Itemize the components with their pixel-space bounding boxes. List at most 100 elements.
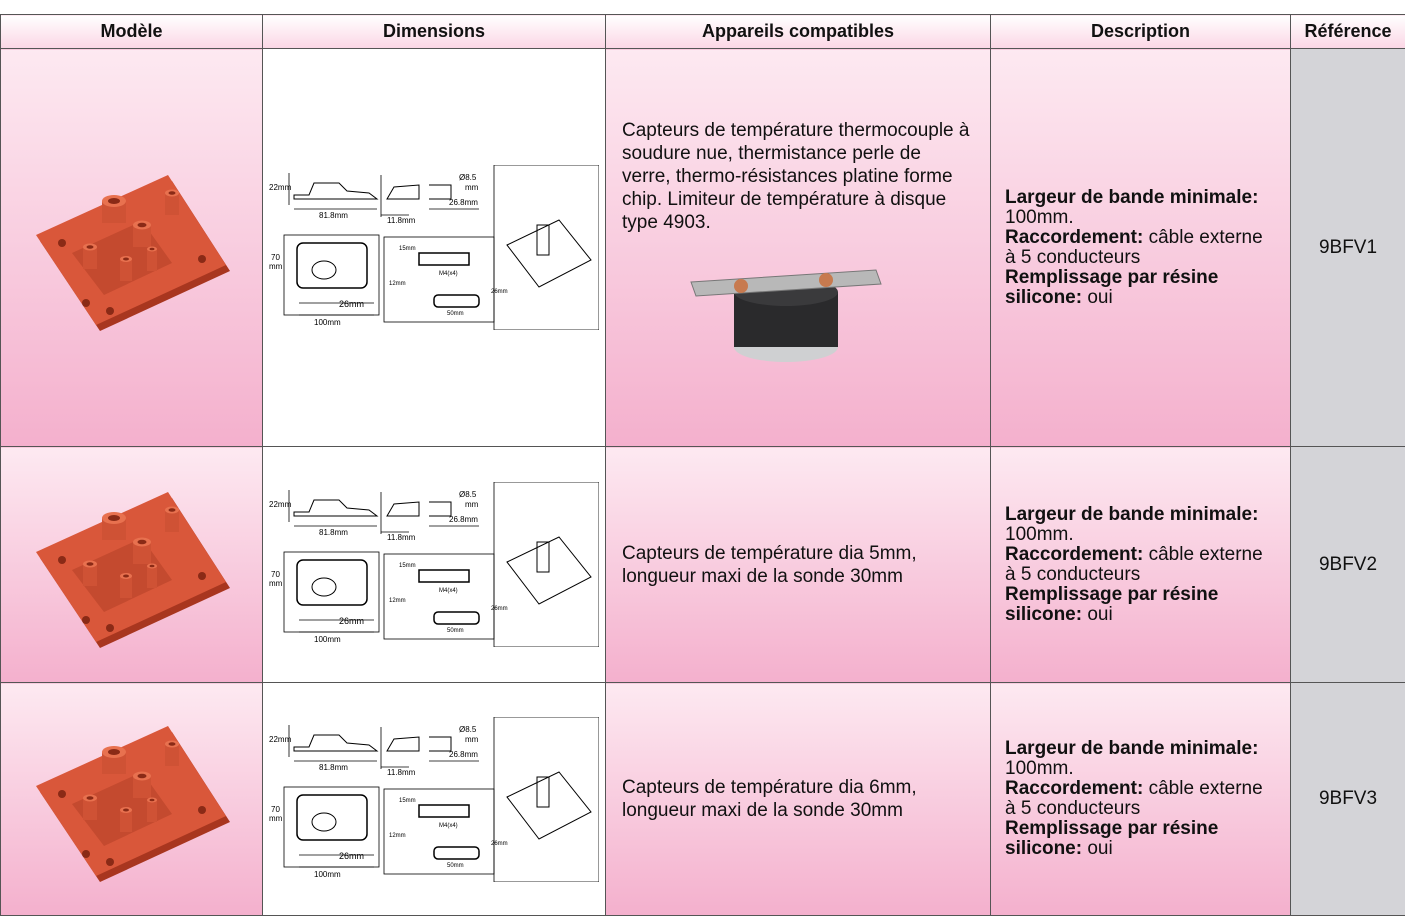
drawing-label: 12mm: [389, 833, 406, 839]
plate-post: [147, 566, 157, 588]
description-text: Largeur de bande minimale: 100mm.Raccord…: [991, 505, 1290, 625]
drawing-label: 11.8mm: [387, 533, 416, 542]
drawing-label: Ø8.5: [459, 490, 477, 499]
drawing-label: 22mm: [269, 500, 292, 509]
drawing-label: 70: [271, 570, 280, 579]
connector-view: [419, 570, 469, 582]
plate-post-hole: [149, 564, 154, 567]
description-label: Largeur de bande minimale:: [1005, 738, 1258, 759]
profile2: [387, 502, 451, 516]
description-cell: Largeur de bande minimale: 100mm.Raccord…: [991, 49, 1291, 447]
drawing-label: 26mm: [491, 289, 508, 295]
drawing-label: 81.8mm: [319, 763, 348, 772]
model-cell: [1, 683, 263, 916]
plate-post: [120, 259, 132, 281]
drawing-label: 26mm: [339, 616, 364, 626]
plate-post-hole: [149, 247, 154, 250]
drawing-label: 26.8mm: [449, 515, 478, 524]
drawing-label: 15mm: [399, 563, 416, 569]
drawing-label: 22mm: [269, 183, 292, 192]
bottom-view-hole: [312, 578, 336, 596]
drawing-label: mm: [269, 579, 283, 588]
drawing-label: Ø8.5: [459, 725, 477, 734]
description-value: oui: [1087, 287, 1112, 308]
drawing-label: 11.8mm: [387, 768, 416, 777]
description-value: oui: [1087, 604, 1112, 625]
drawing-label: mm: [269, 814, 283, 823]
connector-view: [419, 253, 469, 265]
description-value: 100mm.: [1005, 207, 1074, 228]
description-value: 100mm.: [1005, 524, 1074, 545]
drawing-label: mm: [269, 262, 283, 271]
reference-cell: 9BFV3: [1291, 683, 1405, 916]
drawing-label: 50mm: [447, 311, 464, 317]
plate-post-hole: [86, 562, 93, 566]
plate-post-hole: [108, 515, 120, 521]
drawing-label: mm: [465, 183, 479, 192]
description-cell: Largeur de bande minimale: 100mm.Raccord…: [991, 683, 1291, 916]
thermostat-rivet: [819, 273, 833, 287]
plate-hole: [58, 239, 66, 247]
description-label: Raccordement:: [1005, 778, 1143, 799]
plate-post-hole: [168, 742, 175, 746]
description-cell: Largeur de bande minimale: 100mm.Raccord…: [991, 447, 1291, 683]
plate-hole: [198, 806, 206, 814]
plate-post-hole: [108, 749, 120, 755]
dimension-drawing: 22mm81.8mmØ8.5mm26.8mm11.8mm70mm26mm100m…: [269, 165, 599, 330]
thermostat-image: [686, 252, 886, 372]
plate-post-hole: [123, 809, 129, 812]
drawing-label: 26mm: [339, 851, 364, 861]
dimension-drawing: 22mm81.8mmØ8.5mm26.8mm11.8mm70mm26mm100m…: [269, 482, 599, 647]
drawing-label: 15mm: [399, 246, 416, 252]
bottom-view: [297, 560, 367, 605]
drawing-label: M4(x4): [439, 271, 458, 277]
description-label: Largeur de bande minimale:: [1005, 187, 1258, 208]
compatible-cell: Capteurs de température dia 5mm, longueu…: [606, 447, 991, 683]
compatible-cell: Capteurs de température dia 6mm, longueu…: [606, 683, 991, 916]
drawing-box: [494, 717, 599, 882]
drawing-label: 12mm: [389, 281, 406, 287]
drawing-box: [494, 165, 599, 330]
description-text: Largeur de bande minimale: 100mm.Raccord…: [991, 739, 1290, 859]
column-header: Référence: [1291, 15, 1405, 49]
compatible-text: Capteurs de température dia 5mm, longueu…: [606, 542, 990, 588]
plate-post-hole: [168, 508, 175, 512]
connector-view2: [434, 612, 479, 624]
bottom-view-hole: [312, 261, 336, 279]
description-label: Largeur de bande minimale:: [1005, 504, 1258, 525]
drawing-label: mm: [465, 500, 479, 509]
reference-cell: 9BFV1: [1291, 49, 1405, 447]
product-image: [22, 163, 242, 333]
plate-post-hole: [108, 198, 120, 204]
drawing-label: 100mm: [314, 870, 341, 879]
drawing-label: 50mm: [447, 863, 464, 869]
connector-view: [419, 805, 469, 817]
drawing-label: M4(x4): [439, 588, 458, 594]
product-image: [22, 480, 242, 650]
plate-post-hole: [137, 222, 146, 227]
plate-post: [120, 576, 132, 598]
plate-hole: [198, 572, 206, 580]
plate-post: [147, 800, 157, 822]
reference-cell: 9BFV2: [1291, 447, 1405, 683]
profile: [294, 500, 377, 516]
plate-hole: [82, 616, 90, 624]
drawing-label: 26.8mm: [449, 750, 478, 759]
column-header: Dimensions: [263, 15, 606, 49]
product-image: [22, 714, 242, 884]
column-header: Modèle: [1, 15, 263, 49]
thermostat-rivet: [734, 279, 748, 293]
column-header: Appareils compatibles: [606, 15, 991, 49]
bottom-view: [297, 243, 367, 288]
drawing-label: 100mm: [314, 635, 341, 644]
profile2: [387, 737, 451, 751]
model-cell: [1, 447, 263, 683]
drawing-label: 22mm: [269, 735, 292, 744]
